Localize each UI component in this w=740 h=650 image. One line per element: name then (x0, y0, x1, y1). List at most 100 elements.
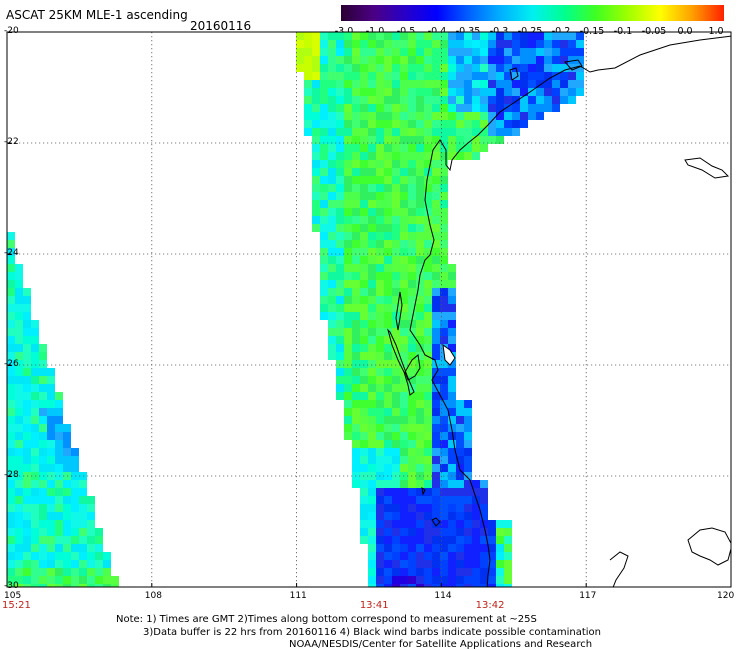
swath-cell (432, 200, 440, 208)
swath-cell (432, 376, 440, 384)
swath-cell (400, 144, 408, 152)
swath-cell (400, 496, 408, 504)
swath-cell (368, 464, 376, 472)
swath-cell (544, 40, 552, 48)
swath-cell (440, 152, 448, 160)
swath-cell (528, 64, 536, 72)
swath-cell (344, 64, 352, 72)
swath-cell (336, 176, 344, 184)
swath-cell (31, 488, 39, 496)
swath-cell (63, 504, 71, 512)
swath-cell (424, 400, 432, 408)
swath-cell (480, 32, 488, 40)
swath-cell (384, 320, 392, 328)
swath-cell (304, 32, 312, 40)
swath-cell (520, 120, 528, 128)
swath-cell (448, 56, 456, 64)
swath-cell (480, 136, 488, 144)
swath-cell (368, 376, 376, 384)
swath-cell (400, 424, 408, 432)
swath-cell (432, 288, 440, 296)
swath-cell (440, 96, 448, 104)
swath-cell (392, 248, 400, 256)
swath-cell (344, 152, 352, 160)
swath-cell (448, 264, 456, 272)
swath-cell (424, 152, 432, 160)
swath-cell (416, 224, 424, 232)
swath-cell (456, 488, 464, 496)
swath-cell (7, 416, 15, 424)
swath-cell (400, 80, 408, 88)
swath-cell (23, 432, 31, 440)
swath-cell (15, 480, 23, 488)
swath-cell (7, 352, 15, 360)
swath-cell (95, 528, 103, 536)
swath-cell (392, 440, 400, 448)
swath-cell (7, 528, 15, 536)
swath-cell (472, 568, 480, 576)
swath-cell (87, 496, 95, 504)
swath-cell (360, 64, 368, 72)
swath-cell (320, 256, 328, 264)
swath-cell (87, 528, 95, 536)
swath-cell (103, 584, 111, 587)
swath-cell (528, 96, 536, 104)
swath-cell (464, 152, 472, 160)
swath-cell (63, 552, 71, 560)
swath-cell (79, 480, 87, 488)
swath-cell (384, 280, 392, 288)
swath-cell (520, 32, 528, 40)
swath-cell (368, 528, 376, 536)
swath-cell (15, 264, 23, 272)
swath-cell (31, 504, 39, 512)
swath-cell (384, 560, 392, 568)
swath-cell (568, 72, 576, 80)
swath-cell (312, 32, 320, 40)
swath-cell (23, 536, 31, 544)
swath-cell (312, 40, 320, 48)
swath-cell (408, 440, 416, 448)
swath-cell (488, 552, 496, 560)
swath-cell (344, 328, 352, 336)
swath-cell (320, 136, 328, 144)
swath-cell (304, 72, 312, 80)
swath-cell (7, 544, 15, 552)
swath-cell (47, 560, 55, 568)
swath-cell (376, 464, 384, 472)
swath-cell (304, 48, 312, 56)
swath-cell (23, 336, 31, 344)
swath-cell (344, 168, 352, 176)
swath-cell (456, 552, 464, 560)
swath-cell (456, 504, 464, 512)
swath-cell (344, 40, 352, 48)
swath-cell (360, 456, 368, 464)
swath-cell (424, 88, 432, 96)
lon-label: 120 (717, 591, 735, 601)
swath-cell (23, 320, 31, 328)
swath-cell (448, 120, 456, 128)
swath-cell (7, 384, 15, 392)
swath-cell (400, 128, 408, 136)
swath-cell (23, 352, 31, 360)
swath-cell (552, 104, 560, 112)
swath-cell (416, 416, 424, 424)
swath-cell (336, 32, 344, 40)
swath-cell (448, 336, 456, 344)
swath-cell (440, 432, 448, 440)
swath-cell (424, 184, 432, 192)
swath-cell (368, 184, 376, 192)
swath-cell (520, 40, 528, 48)
swath-cell (408, 184, 416, 192)
swath-cell (360, 192, 368, 200)
swath-cell (416, 320, 424, 328)
swath-cell (63, 448, 71, 456)
swath-cell (416, 464, 424, 472)
swath-cell (31, 328, 39, 336)
swath-cell (352, 176, 360, 184)
swath-cell (432, 208, 440, 216)
swath-cell (47, 456, 55, 464)
swath-cell (488, 536, 496, 544)
swath-cell (352, 328, 360, 336)
swath-cell (31, 424, 39, 432)
swath-cell (464, 464, 472, 472)
